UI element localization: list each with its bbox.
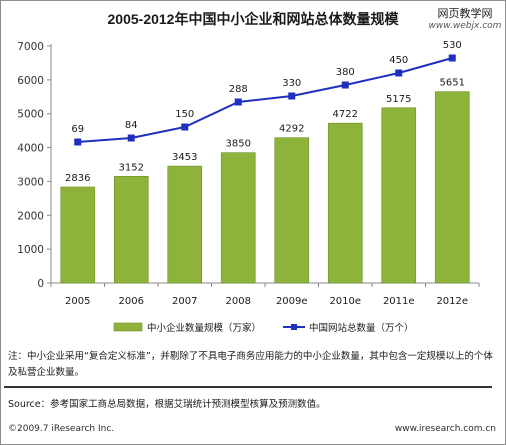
x-tick-label: 2008 [226,296,251,307]
x-tick-label: 2007 [172,296,197,307]
bar-value-label: 4722 [333,109,358,120]
bar-value-label: 3850 [226,139,251,150]
line-value-label: 69 [71,124,84,135]
y-tick-label: 7000 [17,41,44,53]
bar [381,107,417,284]
bar [220,152,256,284]
legend: 中小企业数量规模（万家） 中国网站总数量（万个） [113,322,414,334]
bar [113,175,149,284]
y-tick-label: 3000 [17,176,44,188]
line-point [181,123,189,131]
footnote: 注：中小企业采用“复合定义标准”，并剔除了不具电子商务应用能力的中小企业数量，其… [8,351,493,378]
bar-value-label: 4292 [279,124,304,135]
line-point [74,138,82,146]
line-value-label: 150 [175,109,194,120]
bar [274,137,310,284]
y-tick-label: 1000 [17,244,44,256]
line-path [77,57,453,143]
bar [60,186,96,284]
line-point [234,98,242,106]
line-point [127,134,135,142]
line-value-label: 450 [389,55,408,66]
x-tick-label: 2005 [65,296,90,307]
line-value-label: 380 [336,67,355,78]
bar-value-label: 5175 [386,94,411,105]
bar-value-label: 2836 [65,173,90,184]
legend-line-label: 中国网站总数量（万个） [309,322,414,334]
line-series: 69 84 150 288 330 380 450 530 [71,40,462,146]
bar-series: 2836 2005 3152 2006 3453 2007 3850 2008 4292 2009… [60,78,470,307]
y-tick-label: 2000 [17,210,44,222]
source-note: Source：参考国家工商总局数据，根据艾瑞统计预测模型核算及预测数值。 [8,399,326,410]
x-tick-label: 2009e [276,296,308,307]
line-point [448,54,456,62]
line-value-label: 288 [229,84,248,95]
x-tick-label: 2010e [329,296,361,307]
bar-value-label: 3453 [172,152,197,163]
chart-title: 2005-2012年中国中小企业和网站总体数量规模 [107,11,399,27]
y-tick-label: 6000 [17,75,44,87]
line-value-label: 84 [125,120,138,131]
bar-value-label: 5651 [440,78,465,89]
x-tick-label: 2006 [119,296,144,307]
y-tick-label: 0 [37,278,44,290]
y-tick-label: 5000 [17,109,44,121]
line-point [341,81,349,89]
watermark-url: www.webjx.com [428,21,502,31]
chart-svg: 0 1000 2000 3000 4000 5000 6000 7000 2836 2005 31… [17,40,480,334]
website-link[interactable]: www.iresearch.com.cn [394,424,496,434]
copyright: ©2009.7 iResearch Inc. [8,424,115,434]
bar [327,122,363,284]
legend-line-marker [291,324,297,330]
line-point [395,69,403,77]
legend-bar-label: 中小企业数量规模（万家） [147,322,261,334]
line-point [288,92,296,100]
y-tick-label: 4000 [17,143,44,155]
x-tick-label: 2011e [383,296,415,307]
x-tick-label: 2012e [436,296,468,307]
separator-line [4,386,492,388]
bar [434,91,470,284]
bar [167,165,203,284]
legend-bar-swatch [113,322,143,332]
watermark-name: 网页教学网 [437,7,493,20]
watermark: 网页教学网 www.webjx.com [428,7,502,33]
line-value-label: 530 [443,40,462,51]
line-value-label: 330 [282,78,301,89]
bar-value-label: 3152 [119,162,144,173]
